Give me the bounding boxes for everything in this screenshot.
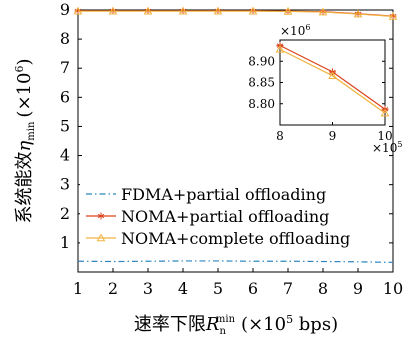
inset-x-tick-label: 8 (276, 129, 284, 143)
x-tick-label: 10 (383, 279, 403, 298)
x-tick-label: 3 (143, 279, 153, 298)
legend-item: NOMA+partial offloading (86, 207, 329, 226)
data-point (178, 6, 188, 15)
inset-point (275, 44, 285, 53)
y-tick-label: 2 (60, 204, 70, 223)
inset-x-tick-label: 9 (329, 129, 337, 143)
series-line-3 (78, 10, 394, 18)
x-axis-ticks: 1 2 3 4 5 6 7 8 9 10 (73, 10, 403, 298)
inset-y-tick-label: 8.90 (248, 54, 275, 68)
legend-marker (96, 233, 106, 242)
data-point (353, 9, 363, 18)
y-tick-label: 5 (60, 116, 70, 135)
plot-frame (77, 9, 394, 273)
x-tick-label: 9 (353, 279, 363, 298)
legend-label: FDMA+partial offloading (121, 185, 326, 204)
inset-y-tick-label: 8.80 (248, 97, 275, 111)
x-tick-label: 1 (73, 279, 83, 298)
y-tick-label: 7 (60, 58, 70, 77)
inset-x-scale: ×105 (372, 140, 402, 155)
y-tick-label: 8 (60, 29, 70, 48)
series-lines (73, 6, 398, 263)
legend-box (80, 181, 389, 251)
data-point (318, 7, 328, 16)
inset-y-tick-label: 8.85 (248, 76, 275, 90)
x-tick-label: 8 (318, 279, 328, 298)
inset-ticks: 8.80 8.85 8.90 8 9 10 (248, 54, 392, 143)
x-tick-label: 2 (108, 279, 118, 298)
data-point (73, 6, 83, 15)
y-tick-label: 4 (60, 146, 70, 165)
x-tick-label: 5 (213, 279, 223, 298)
x-tick-label: 4 (178, 279, 188, 298)
y-tick-label: 3 (60, 175, 70, 194)
x-tick-label: 7 (283, 279, 293, 298)
data-point (108, 6, 118, 15)
zoom-inset: 8.80 8.85 8.90 8 9 10 ×106 ×105 (248, 23, 402, 155)
x-axis-title: 速率下限Rnmin (×105 bps) (134, 313, 338, 337)
data-point (283, 6, 293, 15)
inset-x-tick-label: 10 (377, 129, 392, 143)
legend-item: NOMA+complete offloading (86, 229, 350, 248)
x-tick-label: 6 (248, 279, 258, 298)
y-axis-title: 系统能效ηmin(×106) (13, 59, 37, 224)
inset-point (380, 108, 390, 117)
legend-label: NOMA+partial offloading (121, 207, 329, 226)
y-tick-label: 1 (60, 233, 70, 252)
legend-marker (97, 212, 105, 220)
legend-label: NOMA+complete offloading (121, 229, 350, 248)
legend-item: FDMA+partial offloading (86, 185, 326, 204)
y-tick-label: 9 (60, 0, 70, 19)
series-line-1 (77, 260, 394, 263)
y-tick-label: 6 (60, 87, 70, 106)
data-point (248, 6, 258, 15)
inset-series-lines (275, 42, 390, 117)
inset-y-scale: ×106 (280, 23, 310, 38)
y-axis-ticks: 1 2 3 4 5 6 7 8 9 (60, 0, 393, 252)
legend: FDMA+partial offloading NOMA+partial offl… (80, 181, 389, 251)
data-point (213, 6, 223, 15)
inset-point (328, 71, 337, 79)
inset-line-2 (279, 48, 386, 114)
data-point (388, 11, 398, 20)
data-point (143, 6, 153, 15)
inset-frame (279, 39, 386, 126)
legend-items: FDMA+partial offloading NOMA+partial offl… (86, 185, 350, 248)
